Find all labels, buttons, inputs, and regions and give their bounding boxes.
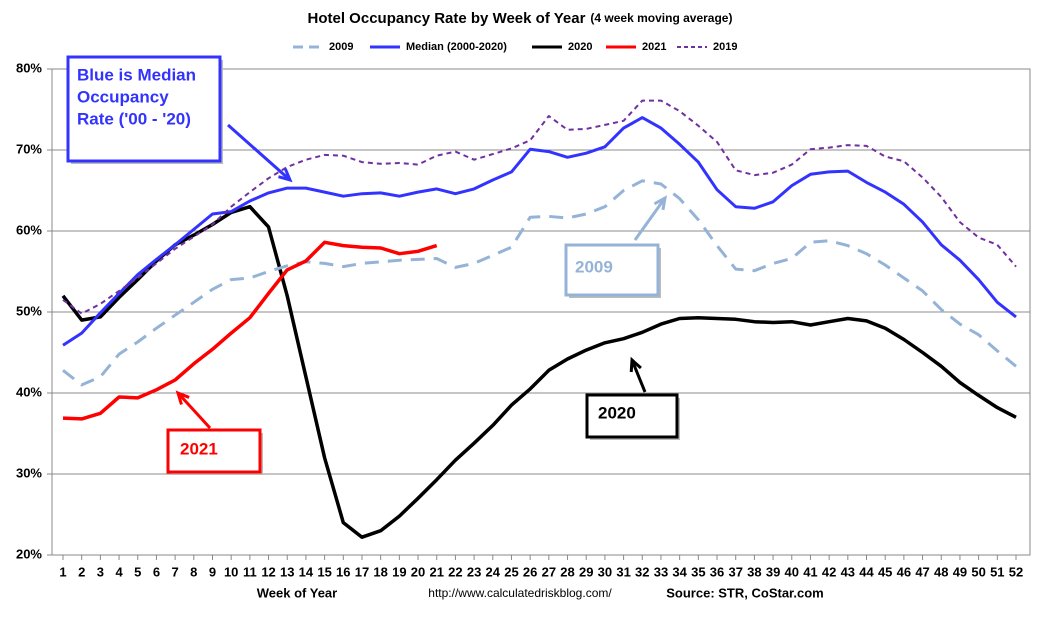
annotation-arrow	[633, 197, 667, 241]
series-line	[62, 116, 1017, 347]
x-tick-label: 43	[841, 564, 855, 579]
annotation-arrowhead	[653, 195, 668, 211]
series-line	[62, 99, 1017, 315]
x-tick-label: 8	[190, 564, 197, 579]
x-tick-label: 44	[859, 564, 874, 579]
x-tick-label: 41	[803, 564, 817, 579]
chart-subtitle: (4 week moving average)	[590, 11, 732, 25]
annotation-box	[564, 243, 660, 297]
x-tick-label: 6	[153, 564, 160, 579]
x-tick-label: 36	[710, 564, 724, 579]
x-tick-label: 15	[317, 564, 331, 579]
annotation-arrowhead	[175, 390, 190, 405]
legend-label: Median (2000-2020)	[406, 41, 507, 53]
x-tick-label: 50	[971, 564, 985, 579]
x-tick-label: 2	[78, 564, 85, 579]
annotation-text: 2021	[180, 439, 218, 458]
series-line	[62, 179, 1017, 387]
y-tick-label: 80%	[16, 60, 42, 75]
x-tick-label: 24	[486, 564, 501, 579]
x-tick-label: 16	[336, 564, 350, 579]
x-tick-label: 52	[1009, 564, 1023, 579]
y-tick-label: 60%	[16, 222, 42, 237]
x-tick-label: 5	[134, 564, 141, 579]
x-tick-label: 32	[635, 564, 649, 579]
annotation-text: Occupancy	[77, 87, 169, 106]
x-tick-label: 46	[897, 564, 911, 579]
x-tick-label: 31	[616, 564, 630, 579]
x-tick-label: 30	[598, 564, 612, 579]
plot-border	[51, 68, 1031, 556]
y-tick-label: 30%	[16, 465, 42, 480]
annotation-text: Rate ('00 - '20)	[77, 109, 191, 128]
x-tick-label: 18	[373, 564, 387, 579]
x-tick-label: 38	[747, 564, 761, 579]
y-tick-label: 20%	[16, 546, 42, 561]
annotation-text: 2009	[575, 257, 613, 276]
x-tick-label: 35	[691, 564, 705, 579]
annotation-box	[585, 393, 679, 439]
x-tick-label: 23	[467, 564, 481, 579]
annotation-box	[66, 55, 222, 163]
annotation-arrow	[176, 391, 212, 430]
x-tick-label: 34	[672, 564, 687, 579]
x-tick-label: 40	[785, 564, 799, 579]
x-axis-label: Week of Year	[257, 585, 337, 600]
annotation-text: 2020	[598, 403, 636, 422]
x-tick-label: 26	[523, 564, 537, 579]
x-tick-label: 33	[654, 564, 668, 579]
annotation-arrowhead	[629, 356, 642, 373]
annotation-arrow	[630, 359, 647, 393]
x-tick-label: 39	[766, 564, 780, 579]
x-tick-label: 14	[299, 564, 314, 579]
annotation-arrow	[227, 123, 291, 182]
x-tick-label: 28	[560, 564, 574, 579]
x-tick-label: 10	[224, 564, 238, 579]
x-tick-label: 11	[243, 564, 257, 579]
x-tick-label: 19	[392, 564, 406, 579]
legend-label: 2021	[642, 41, 666, 53]
legend-label: 2020	[568, 41, 592, 53]
x-tick-label: 9	[209, 564, 216, 579]
x-tick-label: 37	[728, 564, 742, 579]
x-tick-label: 21	[429, 564, 443, 579]
y-tick-label: 70%	[16, 141, 42, 156]
x-tick-label: 20	[411, 564, 425, 579]
x-tick-label: 22	[448, 564, 462, 579]
x-tick-label: 49	[953, 564, 967, 579]
legend-label: 2009	[329, 41, 353, 53]
x-tick-label: 27	[542, 564, 556, 579]
chart-title-group: Hotel Occupancy Rate by Week of Year (4 w…	[308, 10, 733, 27]
x-tick-label: 29	[579, 564, 593, 579]
x-tick-label: 1	[59, 564, 66, 579]
y-tick-label: 50%	[16, 303, 42, 318]
x-tick-label: 4	[115, 564, 123, 579]
x-tick-label: 42	[822, 564, 836, 579]
x-tick-label: 25	[504, 564, 518, 579]
y-tick-label: 40%	[16, 384, 42, 399]
x-tick-label: 47	[915, 564, 929, 579]
annotation-arrowhead	[278, 168, 293, 183]
x-tick-label: 45	[878, 564, 892, 579]
chart-title: Hotel Occupancy Rate by Week of Year	[308, 10, 586, 27]
x-tick-label: 12	[261, 564, 275, 579]
series-line	[61, 204, 1017, 539]
x-tick-label: 17	[355, 564, 369, 579]
legend-label: 2019	[713, 41, 737, 53]
series-line	[62, 240, 438, 421]
url: http://www.calculatedriskblog.com/	[428, 586, 612, 600]
annotation-box	[166, 428, 262, 474]
x-tick-label: 51	[990, 564, 1004, 579]
x-tick-label: 48	[934, 564, 948, 579]
source: Source: STR, CoStar.com	[666, 585, 823, 600]
x-tick-label: 7	[172, 564, 179, 579]
x-tick-label: 3	[97, 564, 104, 579]
annotation-text: Blue is Median	[77, 65, 196, 84]
x-tick-label: 13	[280, 564, 294, 579]
